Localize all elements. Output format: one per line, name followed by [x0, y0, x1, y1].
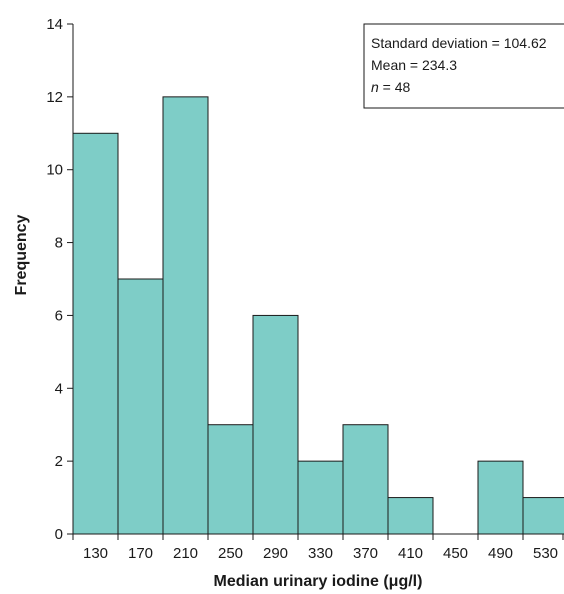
y-axis-title: Frequency	[13, 214, 30, 295]
histogram-bar	[207, 424, 254, 535]
histogram-bar	[342, 424, 389, 535]
y-tick-label: 8	[55, 235, 63, 252]
x-tick-label: 370	[353, 545, 378, 562]
y-axis: 0 2 4 6 8 10 12 14	[46, 16, 74, 543]
stats-std-deviation: Standard deviation = 104.62	[371, 35, 547, 51]
x-tick-label: 210	[173, 545, 198, 562]
stats-n: n = 48	[371, 79, 411, 95]
x-tick-label: 330	[308, 545, 333, 562]
x-tick-label: 290	[263, 545, 288, 562]
y-tick-label: 4	[55, 380, 63, 397]
y-tick-label: 12	[46, 89, 63, 106]
stats-box: Standard deviation = 104.62 Mean = 234.3…	[363, 23, 564, 109]
histogram-bar	[117, 278, 164, 535]
histogram-bar	[162, 96, 209, 535]
x-axis-title: Median urinary iodine (μg/l)	[214, 573, 423, 590]
x-tick-label: 490	[488, 545, 513, 562]
y-tick-label: 10	[46, 162, 63, 179]
y-tick-label: 2	[55, 453, 63, 470]
histogram-bar	[387, 497, 434, 535]
x-tick-label: 450	[443, 545, 468, 562]
x-tick-label: 410	[398, 545, 423, 562]
histogram-bar	[72, 132, 119, 535]
x-tick-label: 130	[83, 545, 108, 562]
x-tick-label: 530	[533, 545, 558, 562]
histogram-bar	[522, 497, 564, 535]
y-tick-label: 0	[55, 526, 63, 543]
x-tick-label: 250	[218, 545, 243, 562]
bars-group	[72, 96, 564, 535]
stats-box-frame	[363, 23, 564, 109]
histogram-bar	[297, 460, 344, 535]
histogram-bar	[477, 460, 524, 535]
y-tick-label: 14	[46, 16, 63, 33]
histogram-bar	[252, 314, 299, 535]
x-tick-label: 170	[128, 545, 153, 562]
stats-mean: Mean = 234.3	[371, 57, 457, 73]
x-axis: 130 170 210 250 290 330 370 410 450 490 530	[72, 533, 564, 562]
y-tick-label: 6	[55, 307, 63, 324]
